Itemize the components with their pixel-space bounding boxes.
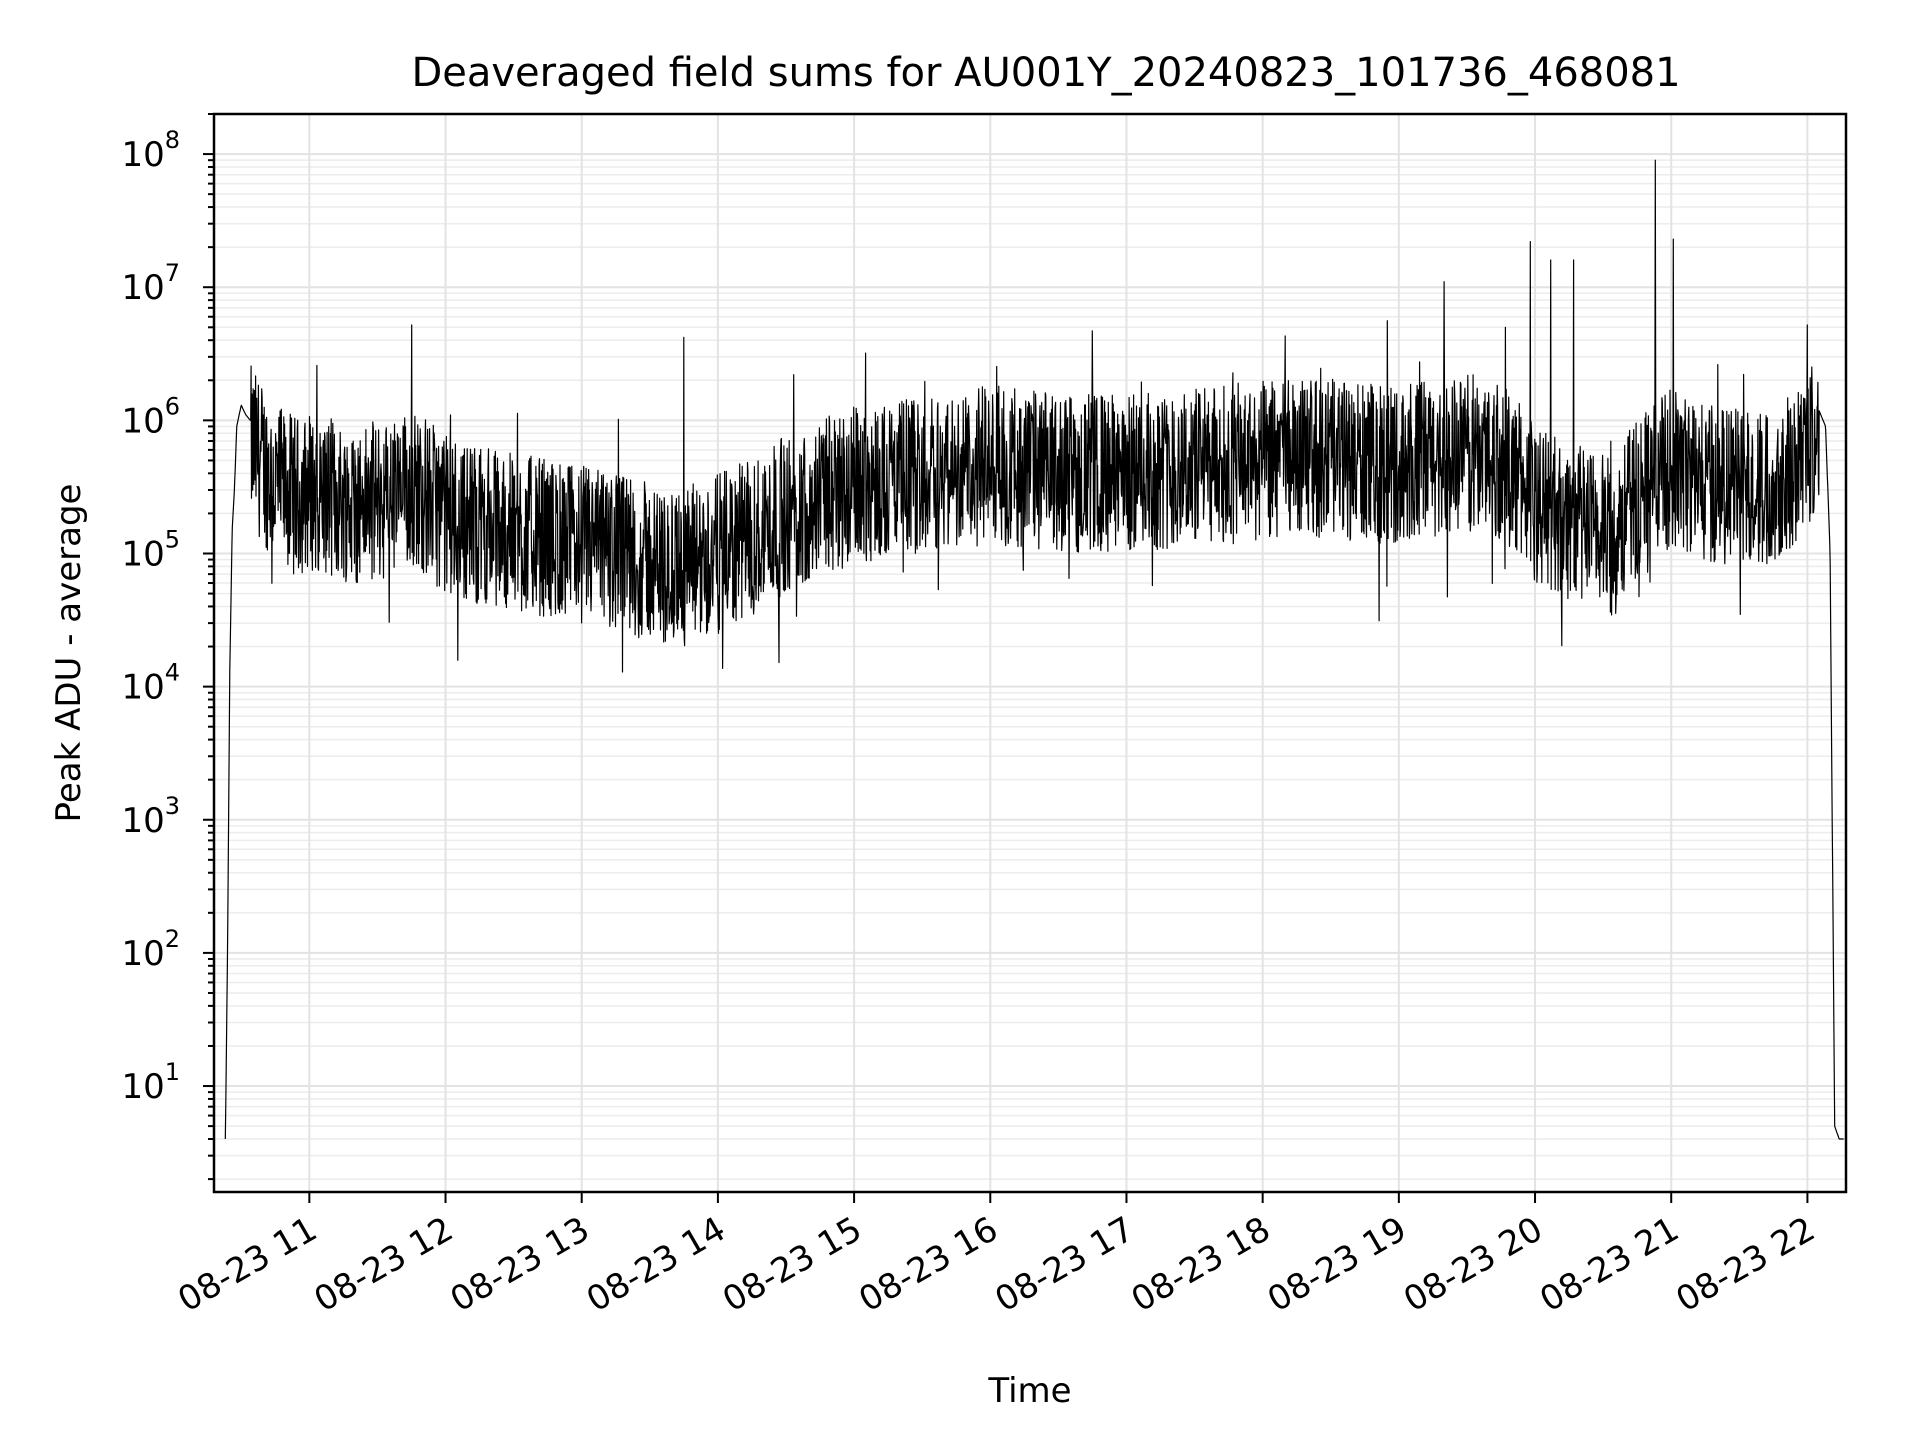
y-tick-label: 105 xyxy=(121,525,180,574)
y-tick-exponent: 8 xyxy=(165,126,180,154)
y-tick-base: 10 xyxy=(121,801,164,841)
y-tick-exponent: 3 xyxy=(165,792,180,820)
y-tick-base: 10 xyxy=(121,1067,164,1107)
y-tick-base: 10 xyxy=(121,268,164,308)
y-tick-label: 101 xyxy=(121,1058,180,1107)
x-tick-label: 08-23 13 xyxy=(444,1209,596,1320)
grid xyxy=(214,113,1846,1192)
x-tick-label: 08-23 20 xyxy=(1397,1209,1549,1320)
x-tick-label: 08-23 15 xyxy=(716,1209,868,1320)
y-tick-exponent: 5 xyxy=(165,525,180,553)
x-tick-label: 08-23 12 xyxy=(308,1209,460,1320)
y-tick-label: 107 xyxy=(121,259,180,308)
y-axis-label: Peak ADU - average xyxy=(49,484,89,823)
x-axis-label: Time xyxy=(987,1371,1071,1411)
x-tick-label: 08-23 16 xyxy=(852,1209,1004,1320)
y-tick-label: 103 xyxy=(121,792,180,841)
y-tick-exponent: 2 xyxy=(165,925,180,953)
x-tick-label: 08-23 22 xyxy=(1670,1209,1822,1320)
x-tick-label: 08-23 18 xyxy=(1125,1209,1277,1320)
x-tick-label: 08-23 11 xyxy=(171,1209,323,1320)
plot-frame xyxy=(212,112,1848,1194)
y-tick-exponent: 6 xyxy=(165,392,180,420)
y-tick-base: 10 xyxy=(121,135,164,175)
y-tick-exponent: 1 xyxy=(165,1058,180,1086)
y-tick-exponent: 7 xyxy=(165,259,180,287)
x-tick-label: 08-23 19 xyxy=(1261,1209,1413,1320)
series-line xyxy=(224,159,1844,1140)
y-tick-base: 10 xyxy=(121,668,164,708)
y-tick-base: 10 xyxy=(121,534,164,574)
y-tick-label: 102 xyxy=(121,925,180,974)
y-tick-base: 10 xyxy=(121,934,164,974)
y-tick-label: 108 xyxy=(121,126,180,175)
series-layer xyxy=(224,159,1844,1140)
x-tick-label: 08-23 21 xyxy=(1533,1209,1685,1320)
y-tick-exponent: 4 xyxy=(165,659,180,687)
chart-title: Deaveraged field sums for AU001Y_2024082… xyxy=(411,50,1680,96)
x-tick-label: 08-23 14 xyxy=(580,1209,732,1320)
x-tick-label: 08-23 17 xyxy=(989,1209,1141,1320)
y-tick-base: 10 xyxy=(121,401,164,441)
y-tick-label: 106 xyxy=(121,392,180,441)
y-tick-label: 104 xyxy=(121,659,180,708)
